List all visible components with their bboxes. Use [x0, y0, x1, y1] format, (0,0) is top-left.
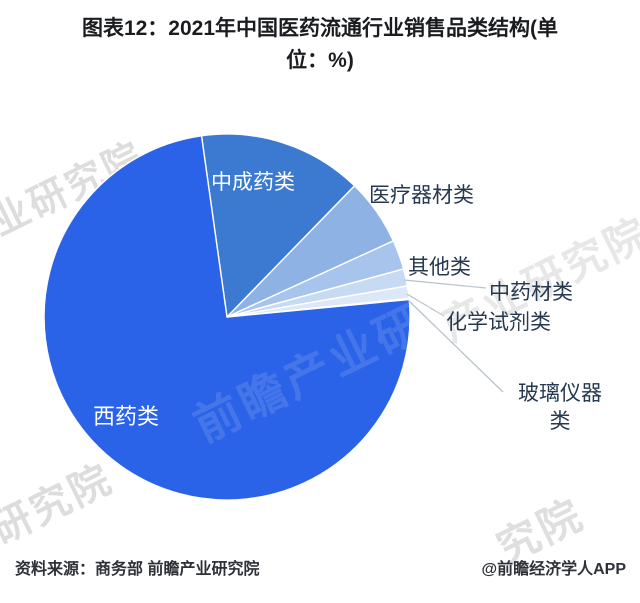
page-title-line-2: 位：%): [286, 49, 354, 72]
page-title-line-1: 图表12：2021年中国医药流通行业销售品类结构(单: [81, 17, 559, 40]
leader-line-glass-instruments: [407, 299, 504, 393]
page-title: 图表12：2021年中国医药流通行业销售品类结构(单 位：%): [0, 13, 640, 77]
label-western-medicine: 西药类: [93, 404, 160, 429]
pie-slice-western-medicine: [43, 135, 411, 501]
leader-line-chemical-reagents: [406, 293, 445, 317]
pie-slice-chinese-patent-medicine: [200, 133, 356, 319]
label-glass-instruments: 玻璃仪器类: [518, 382, 602, 433]
source-note: 资料来源：商务部 前瞻产业研究院: [15, 561, 260, 578]
label-chinese-patent-medicine: 中成药类: [211, 171, 295, 194]
label-chemical-reagents: 化学试剂类: [446, 311, 551, 334]
label-herbal-materials: 中药材类: [489, 281, 573, 304]
label-others: 其他类: [408, 256, 471, 279]
pie-slices: [43, 133, 411, 501]
leader-lines: [403, 279, 504, 393]
label-medical-devices: 医疗器材类: [369, 184, 474, 207]
leader-line-herbal-materials: [403, 279, 487, 289]
credit-note: @前瞻经济学人APP: [481, 561, 626, 578]
